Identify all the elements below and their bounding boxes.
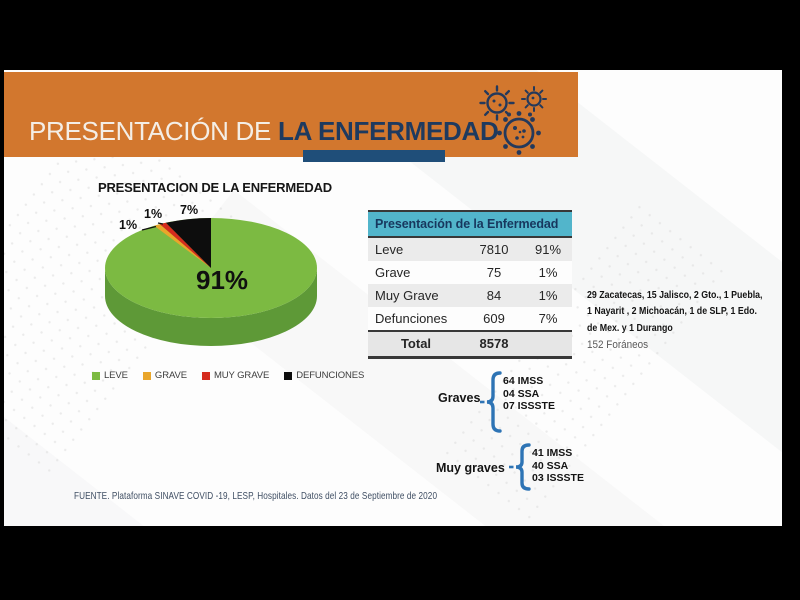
list-item: 04 SSA	[503, 387, 540, 400]
virus-icons	[472, 80, 556, 156]
legend-swatch-muy-grave-icon	[201, 371, 210, 380]
legend-swatch-defunciones-icon	[284, 371, 293, 380]
list-item: 64 IMSS	[503, 375, 544, 387]
slide-title-bold: LA ENFERMEDAD	[277, 116, 499, 146]
legend-label-defunciones: DEFUNCIONES	[296, 370, 365, 381]
total-value: 8578	[479, 336, 509, 351]
legend-item-defunciones: DEFUNCIONES	[284, 370, 364, 381]
legend-swatch-leve-icon	[92, 371, 100, 380]
chart-title: PRESENTACION DE LA ENFERMEDAD	[98, 180, 332, 195]
pie-chart	[100, 200, 325, 360]
row-label: Defunciones	[375, 311, 448, 326]
list-item: 40 SSA	[532, 459, 569, 472]
pie-label-defunciones: 7%	[180, 203, 199, 217]
row-value: 609	[483, 311, 505, 326]
states-note-line: 1 Nayarit , 2 Michoacán, 1 de SLP, 1 Edo…	[587, 305, 757, 318]
row-label: Leve	[375, 242, 404, 257]
foraneos-note: 152 Foráneos	[587, 339, 649, 351]
legend-item-muy-grave: MUY GRAVE	[201, 370, 270, 381]
table-row: Defunciones 609 7%	[368, 307, 572, 330]
slide-title: PRESENTACIÓN DE LA ENFERMEDAD	[29, 116, 499, 147]
pie-slice-grave	[154, 224, 211, 268]
total-label: Total	[400, 336, 432, 351]
list-item: 07 ISSSTE	[503, 400, 555, 413]
muy-graves-list: 41 IMSS 40 SSA 03 ISSSTE	[532, 447, 584, 485]
presentation-slide: PRESENTACIÓN DE LA ENFERMEDAD	[4, 70, 782, 526]
row-value: 75	[486, 265, 502, 280]
row-label: Grave	[375, 265, 411, 280]
row-percent: 1%	[538, 265, 558, 280]
row-percent: 1%	[538, 288, 558, 303]
title-band: PRESENTACIÓN DE LA ENFERMEDAD	[4, 72, 578, 157]
states-note-line: 29 Zacatecas, 15 Jalisco, 2 Gto., 1 Pueb…	[587, 289, 763, 301]
states-note: 29 Zacatecas, 15 Jalisco, 2 Gto., 1 Pueb…	[587, 287, 763, 336]
legend-item-grave: GRAVE	[142, 370, 187, 381]
table-row: Leve 7810 91%	[368, 238, 572, 261]
diagonal-stripe-decoration	[4, 370, 338, 526]
slide-title-light: PRESENTACIÓN DE	[29, 116, 278, 146]
list-item: 41 IMSS	[532, 447, 573, 459]
row-percent: 91%	[534, 242, 562, 257]
data-table: Presentación de la Enfermedad Leve 7810 …	[368, 210, 572, 359]
row-label: Muy Grave	[375, 288, 439, 303]
states-note-line: de Mex. y 1 Durango	[587, 321, 673, 334]
chart-legend: LEVE GRAVE MUY GRAVE DEFUNCIONES	[92, 370, 364, 381]
table-row: Muy Grave 84 1%	[368, 284, 572, 307]
pie-slice-muy-grave	[159, 222, 211, 268]
muy-graves-brace-icon	[509, 443, 531, 491]
row-value: 84	[486, 288, 502, 303]
graves-label: Graves	[438, 391, 481, 405]
leader-line-grave	[141, 225, 157, 231]
table-row: Grave 75 1%	[368, 261, 572, 284]
leader-line-muy-grave	[157, 222, 164, 225]
pie-label-grave: 1%	[119, 218, 138, 232]
list-item: 03 ISSSTE	[532, 472, 584, 485]
virus-icon	[479, 85, 547, 155]
total-percent	[524, 332, 572, 356]
graves-list: 64 IMSS 04 SSA 07 ISSSTE	[503, 375, 555, 413]
legend-item-leve: LEVE	[92, 370, 128, 381]
table-header: Presentación de la Enfermedad	[368, 212, 572, 238]
legend-swatch-grave-icon	[142, 371, 151, 380]
graves-brace-icon	[480, 371, 502, 433]
source-footer: FUENTE. Plataforma SINAVE COVID -19, LES…	[74, 490, 438, 502]
table-total-row: Total 8578	[368, 330, 572, 359]
pie-chart-graphic	[105, 218, 317, 346]
legend-label-grave: GRAVE	[154, 370, 187, 381]
row-value: 7810	[479, 242, 509, 257]
pie-slice-defunciones	[165, 218, 211, 268]
legend-label-leve: LEVE	[104, 370, 128, 381]
pie-label-leve: 91%	[196, 265, 249, 295]
pie-label-muy-grave: 1%	[144, 207, 163, 221]
row-percent: 7%	[538, 311, 558, 326]
title-underline-bar	[303, 150, 445, 162]
muy-graves-label: Muy graves	[436, 461, 505, 475]
legend-label-muy-grave: MUY GRAVE	[213, 370, 270, 381]
pie-side-leve	[105, 268, 317, 346]
